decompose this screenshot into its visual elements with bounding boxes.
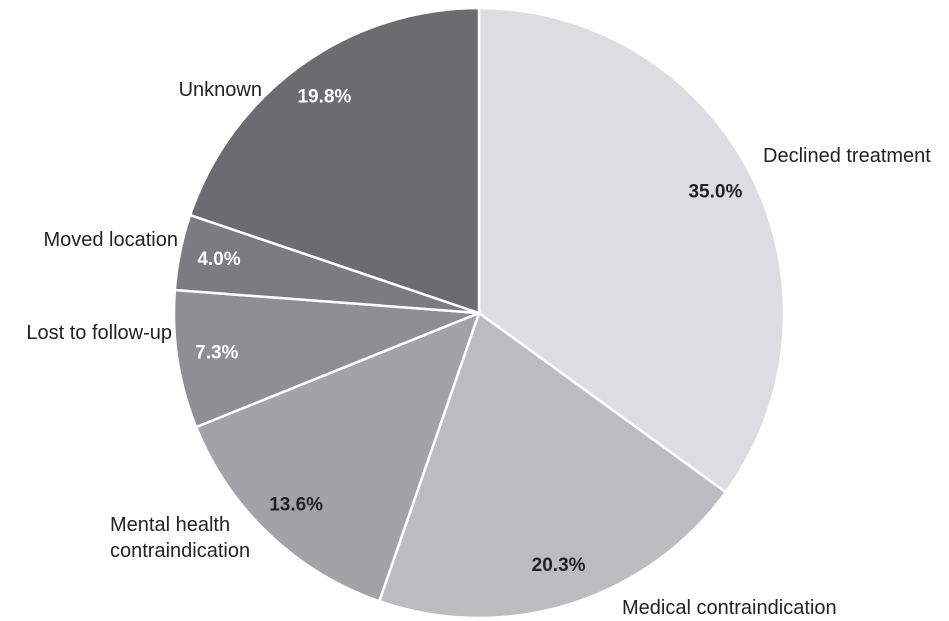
category-label: Moved location [43,229,178,251]
category-label: Declined treatment [763,145,931,167]
value-label: 4.0% [197,249,240,270]
category-label: Unknown [178,79,262,101]
pie-slice [172,288,480,429]
value-label: 7.3% [195,343,238,364]
pie-slice [477,6,786,495]
category-label: Medical contraindication [622,597,837,619]
value-label: 19.8% [297,86,351,107]
value-label: 13.6% [269,494,323,515]
pie-slice [194,310,482,603]
value-label: 35.0% [688,182,742,203]
category-label: Mental health contraindication [110,514,251,562]
pie-slice [377,310,728,620]
pie-slice [188,6,481,315]
category-label: Lost to follow-up [26,322,172,344]
value-label: 20.3% [532,555,586,576]
